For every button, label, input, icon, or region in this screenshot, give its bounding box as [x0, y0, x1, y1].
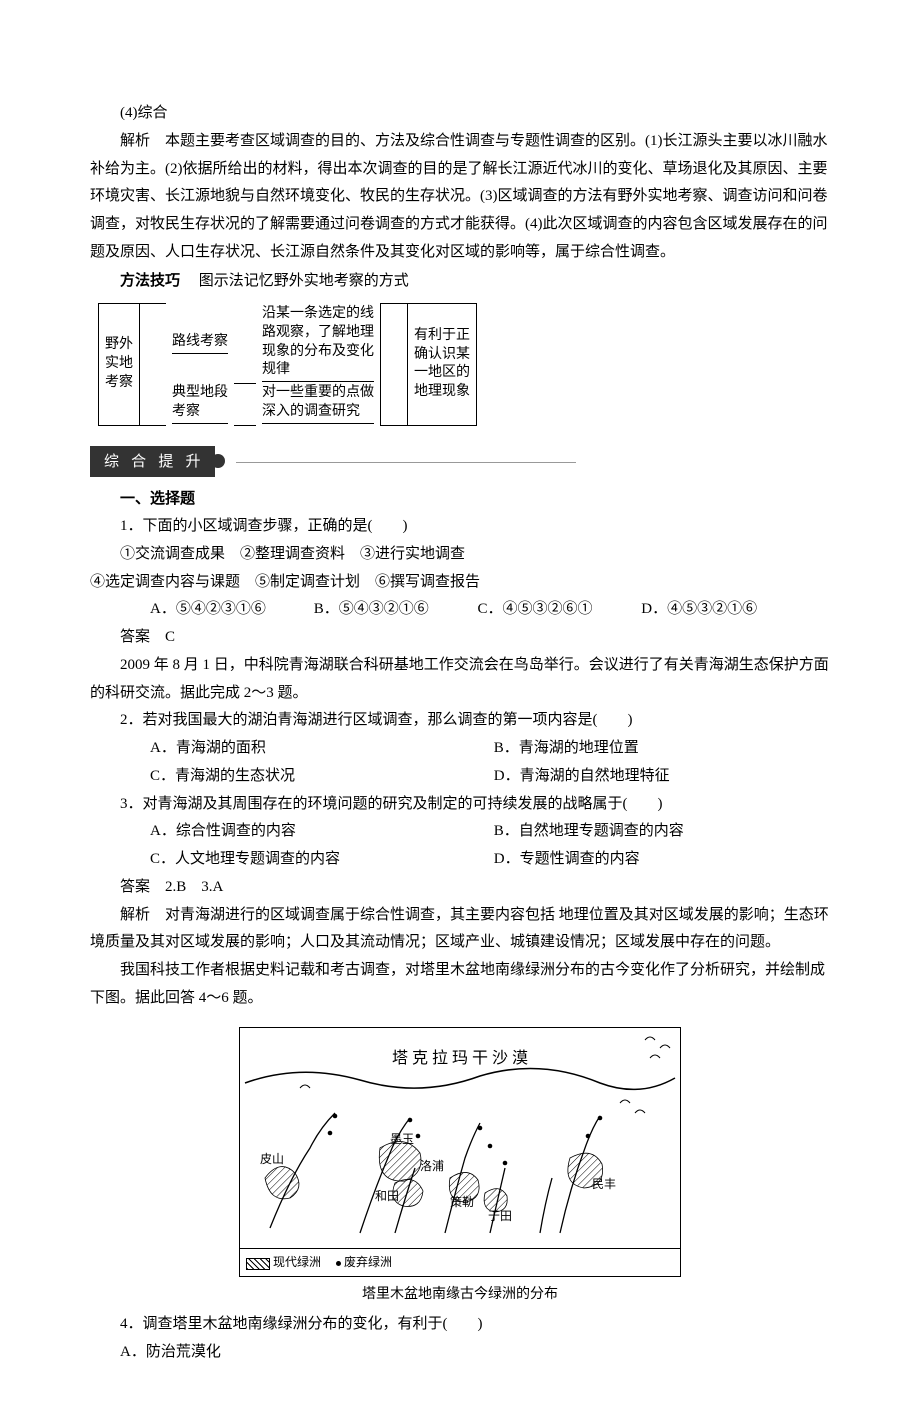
legend-dot-icon: [336, 1261, 341, 1266]
diagram-branch-2b: 对一些重要的点做 深入的调查研究: [256, 383, 381, 425]
svg-text:民丰: 民丰: [592, 1177, 616, 1191]
tarim-map-svg: 塔 克 拉 玛 干 沙 漠: [240, 1028, 680, 1238]
legend-hatch-icon: [246, 1258, 270, 1270]
diagram-right: 有利于正 确认识某 一地区的 地理现象: [408, 304, 477, 425]
q3-optA: A．综合性调查的内容: [120, 818, 460, 846]
explain-2-3: 解析 对青海湖进行的区域调查属于综合性调查，其主要内容包括 地理位置及其对区域发…: [90, 902, 830, 958]
section-badge: 综 合 提 升: [90, 446, 215, 478]
q2-optsAB: A．青海湖的面积 B．青海湖的地理位置: [90, 735, 830, 763]
diagram-branch-2a: 典型地段 考察: [166, 383, 234, 425]
svg-text:于田: 于田: [488, 1209, 512, 1223]
q1-optD: D．④⑤③②①⑥: [611, 596, 771, 624]
section-rule: [236, 462, 576, 463]
q2-optsCD: C．青海湖的生态状况 D．青海湖的自然地理特征: [90, 763, 830, 791]
q4-optA: A．防治荒漠化: [90, 1339, 830, 1367]
fieldwork-diagram: 野外 实地 考察 路线考察 沿某一条选定的线 路观察，了解地理 现象的分布及变化…: [98, 303, 830, 425]
q3-optD: D．专题性调查的内容: [464, 846, 804, 874]
map-legend: 现代绿洲 废弃绿洲: [240, 1248, 680, 1275]
diagram-root: 野外 实地 考察: [99, 304, 140, 425]
svg-text:和田: 和田: [375, 1189, 399, 1203]
q1-items: ①交流调查成果 ②整理调查资料 ③进行实地调查 ④选定调查内容与课题 ⑤制定调查…: [90, 541, 830, 597]
q3-optC: C．人文地理专题调查的内容: [120, 846, 460, 874]
passage-2-3: 2009 年 8 月 1 日，中科院青海湖联合科研基地工作交流会在鸟岛举行。会议…: [90, 652, 830, 708]
q3-optB: B．自然地理专题调查的内容: [464, 818, 804, 846]
q3-optsCD: C．人文地理专题调查的内容 D．专题性调查的内容: [90, 846, 830, 874]
q3-optsAB: A．综合性调查的内容 B．自然地理专题调查的内容: [90, 818, 830, 846]
legend-abandoned: 废弃绿洲: [344, 1255, 392, 1269]
map-figure: 塔 克 拉 玛 干 沙 漠: [90, 1027, 830, 1307]
method-line: 方法技巧 图示法记忆野外实地考察的方式: [90, 267, 830, 296]
q1-optA: A．⑤④②③①⑥: [120, 596, 280, 624]
method-heading: 方法技巧: [120, 272, 180, 289]
section-header: 综 合 提 升: [90, 432, 830, 486]
q1-options: A．⑤④②③①⑥ B．⑤④③②①⑥ C．④⑤③②⑥① D．④⑤③②①⑥: [90, 596, 830, 624]
svg-text:策勒: 策勒: [450, 1195, 474, 1209]
diagram-branch-1b: 沿某一条选定的线 路观察，了解地理 现象的分布及变化 规律: [256, 304, 381, 384]
passage1-tail: 据此完成 2～3 题。: [180, 685, 308, 701]
q1-answer: 答案 C: [90, 624, 830, 652]
q2-optB: B．青海湖的地理位置: [464, 735, 804, 763]
map-caption: 塔里木盆地南缘古今绿洲的分布: [90, 1281, 830, 1307]
svg-text:洛浦: 洛浦: [420, 1158, 444, 1173]
q2-optC: C．青海湖的生态状况: [120, 763, 460, 791]
map-desert-title: 塔 克 拉 玛 干 沙 漠: [392, 1049, 528, 1067]
svg-text:皮山: 皮山: [260, 1152, 284, 1166]
legend-modern: 现代绿洲: [273, 1255, 321, 1269]
svg-text:墨玉: 墨玉: [390, 1132, 414, 1146]
answer-2-3: 答案 2.B 3.A: [90, 874, 830, 902]
passage-4-6: 我国科技工作者根据史料记载和考古调查，对塔里木盆地南缘绿洲分布的古今变化作了分析…: [90, 957, 830, 1013]
q1-optC: C．④⑤③②⑥①: [448, 596, 608, 624]
passage2-tail: 据此回答 4～6 题。: [135, 990, 263, 1006]
q4-stem: 4．调查塔里木盆地南缘绿洲分布的变化，有利于( ): [90, 1311, 830, 1339]
q3-stem: 3．对青海湖及其周围存在的环境问题的研究及制定的可持续发展的战略属于( ): [90, 791, 830, 819]
q2-optA: A．青海湖的面积: [120, 735, 460, 763]
method-title: 图示法记忆野外实地考察的方式: [199, 273, 409, 289]
q1-optB: B．⑤④③②①⑥: [284, 596, 444, 624]
subsection-mc: 一、选择题: [90, 485, 830, 513]
q1-stem: 1．下面的小区域调查步骤，正确的是( ): [90, 513, 830, 541]
q2-optD: D．青海湖的自然地理特征: [464, 763, 804, 791]
explanation-main: 解析 本题主要考查区域调查的目的、方法及综合性调查与专题性调查的区别。(1)长江…: [90, 128, 830, 267]
q2-stem: 2．若对我国最大的湖泊青海湖进行区域调查，那么调查的第一项内容是( ): [90, 707, 830, 735]
diagram-branch-1a: 路线考察: [166, 304, 234, 384]
answer-4: (4)综合: [90, 100, 830, 128]
